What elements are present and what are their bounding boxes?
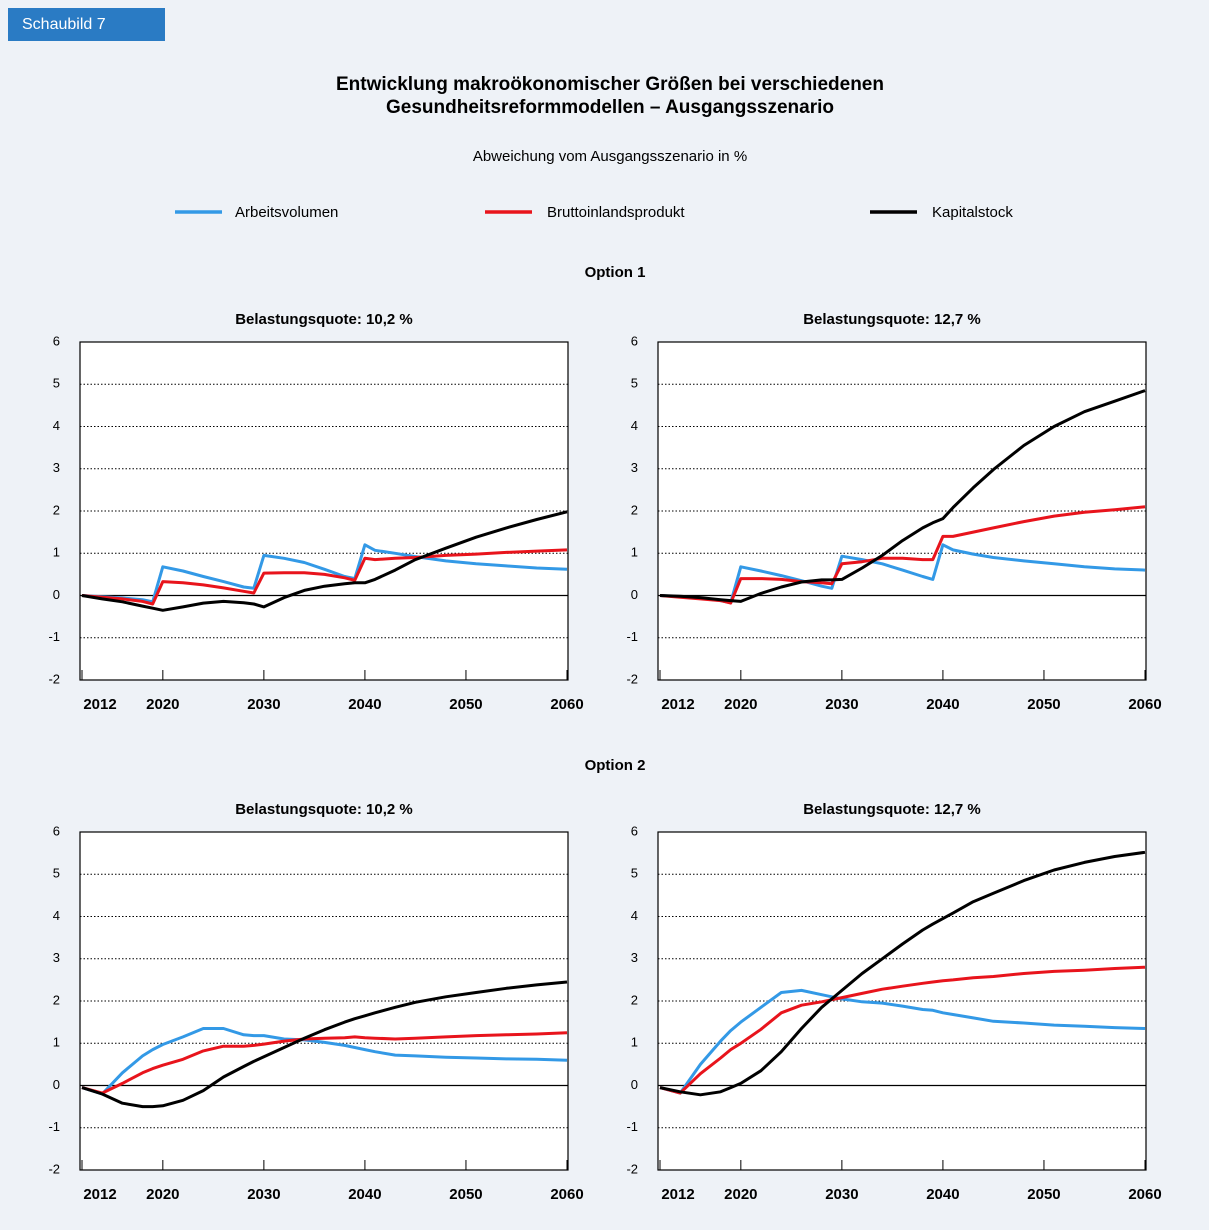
y-tick-label: 2 — [631, 502, 638, 517]
panel-title: Belastungsquote: 10,2 % — [235, 801, 413, 818]
series-line — [81, 548, 568, 606]
y-tick-label: -1 — [626, 629, 638, 644]
x-tick-label: 2060 — [1128, 1186, 1161, 1203]
y-tick-label: 3 — [631, 950, 638, 965]
y-tick-label: 4 — [631, 418, 638, 433]
x-tick-label: 2050 — [449, 696, 482, 713]
section-title: Option 1 — [585, 264, 646, 281]
panel-title: Belastungsquote: 10,2 % — [235, 311, 413, 328]
plot-border — [657, 831, 1147, 1171]
title: Entwicklung makroökonomischer Größen bei… — [336, 74, 884, 95]
y-tick-label: -2 — [626, 1161, 638, 1176]
x-tick-label: 2040 — [926, 1186, 959, 1203]
plot-border — [79, 831, 569, 1171]
series-line — [659, 389, 1146, 603]
x-tick-label: 2020 — [146, 696, 179, 713]
plot-area — [658, 832, 1146, 1170]
y-tick-label: 0 — [53, 1077, 60, 1092]
series-line — [659, 988, 1146, 1095]
x-tick-label: 2012 — [83, 1186, 116, 1203]
y-tick-label: 4 — [53, 418, 60, 433]
plot-area — [80, 832, 568, 1170]
y-tick-label: 1 — [53, 545, 60, 560]
y-tick-label: 1 — [631, 1035, 638, 1050]
y-tick-label: 2 — [53, 502, 60, 517]
panel-title: Belastungsquote: 12,7 % — [803, 801, 981, 818]
y-tick-label: -1 — [48, 629, 60, 644]
y-tick-label: -1 — [626, 1119, 638, 1134]
badge: Schaubild 7 — [22, 16, 106, 33]
y-tick-label: -2 — [48, 671, 60, 686]
section-title: Option 2 — [585, 757, 646, 774]
x-tick-label: 2060 — [550, 1186, 583, 1203]
y-tick-label: 1 — [53, 1035, 60, 1050]
y-tick-label: 3 — [53, 460, 60, 475]
y-tick-label: 0 — [631, 587, 638, 602]
y-tick-label: 0 — [631, 1077, 638, 1092]
x-tick-label: 2040 — [348, 696, 381, 713]
y-tick-label: 4 — [53, 908, 60, 923]
series-line — [659, 965, 1146, 1095]
x-tick-label: 2012 — [661, 1186, 694, 1203]
plot-border — [79, 341, 569, 681]
x-tick-label: 2030 — [825, 1186, 858, 1203]
x-tick-label: 2050 — [449, 1186, 482, 1203]
y-tick-label: 6 — [631, 333, 638, 348]
y-tick-label: 6 — [53, 823, 60, 838]
legend-label: Kapitalstock — [932, 204, 1013, 221]
plot-area — [80, 342, 568, 680]
x-tick-label: 2020 — [146, 1186, 179, 1203]
x-tick-label: 2012 — [661, 696, 694, 713]
series-line — [81, 1031, 568, 1095]
title: Gesundheitsreformmodellen – Ausgangsszen… — [386, 97, 834, 118]
subtitle: Abweichung vom Ausgangsszenario in % — [473, 148, 747, 165]
x-tick-label: 2030 — [247, 696, 280, 713]
y-tick-label: 3 — [631, 460, 638, 475]
series-line — [81, 543, 568, 604]
x-tick-label: 2012 — [83, 696, 116, 713]
legend-label: Arbeitsvolumen — [235, 204, 338, 221]
y-tick-label: 0 — [53, 587, 60, 602]
badge-bg — [8, 8, 165, 41]
panel-title: Belastungsquote: 12,7 % — [803, 311, 981, 328]
y-tick-label: 5 — [53, 866, 60, 881]
x-tick-label: 2030 — [825, 696, 858, 713]
x-tick-label: 2020 — [724, 696, 757, 713]
x-tick-label: 2050 — [1027, 696, 1060, 713]
series-line — [659, 850, 1146, 1097]
plot-area — [658, 342, 1146, 680]
y-tick-label: 2 — [53, 992, 60, 1007]
series-line — [81, 980, 568, 1109]
y-tick-label: -2 — [48, 1161, 60, 1176]
y-tick-label: 5 — [631, 376, 638, 391]
y-tick-label: 5 — [53, 376, 60, 391]
y-tick-label: -1 — [48, 1119, 60, 1134]
x-tick-label: 2050 — [1027, 1186, 1060, 1203]
y-tick-label: 5 — [631, 866, 638, 881]
x-tick-label: 2060 — [1128, 696, 1161, 713]
plot-border — [657, 341, 1147, 681]
x-tick-label: 2040 — [926, 696, 959, 713]
y-tick-label: 6 — [631, 823, 638, 838]
x-tick-label: 2030 — [247, 1186, 280, 1203]
y-tick-label: 3 — [53, 950, 60, 965]
x-tick-label: 2040 — [348, 1186, 381, 1203]
y-tick-label: 2 — [631, 992, 638, 1007]
y-tick-label: 4 — [631, 908, 638, 923]
x-tick-label: 2060 — [550, 696, 583, 713]
x-tick-label: 2020 — [724, 1186, 757, 1203]
y-tick-label: 1 — [631, 545, 638, 560]
series-line — [81, 510, 568, 612]
y-tick-label: 6 — [53, 333, 60, 348]
legend-label: Bruttoinlandsprodukt — [547, 204, 685, 221]
y-tick-label: -2 — [626, 671, 638, 686]
